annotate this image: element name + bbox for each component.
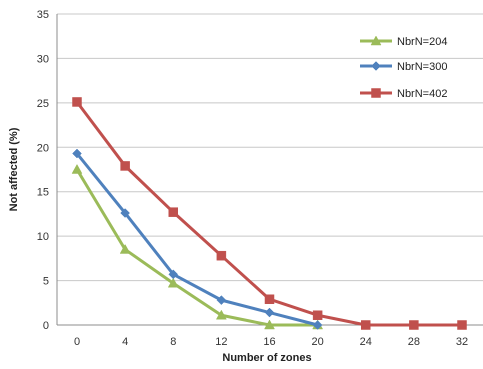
x-tick-label: 12 [215, 336, 227, 348]
y-tick-label: 25 [37, 98, 49, 110]
y-tick-label: 0 [43, 320, 49, 332]
data-point [409, 320, 419, 330]
y-tick-label: 20 [37, 142, 49, 154]
data-point [264, 319, 275, 330]
data-point [168, 269, 179, 280]
data-point [120, 208, 130, 218]
data-point [72, 148, 82, 159]
legend-swatch-marker [370, 35, 382, 46]
series-NbrN=300 [72, 148, 323, 330]
data-point [168, 207, 178, 217]
data-point [167, 277, 179, 288]
series-line [75, 152, 319, 327]
y-tick-label: 10 [37, 231, 49, 243]
x-tick-label: 32 [456, 336, 468, 348]
y-tick-label: 5 [43, 276, 49, 288]
x-tick-label: 20 [312, 336, 324, 348]
x-tick-label: 24 [360, 336, 372, 348]
data-point [361, 320, 371, 330]
y-tick-label: 15 [37, 187, 49, 199]
data-point [264, 307, 275, 318]
data-point [216, 250, 227, 261]
x-tick-label: 16 [263, 336, 275, 348]
data-point [457, 320, 467, 330]
data-point [119, 243, 131, 254]
x-tick-label: 8 [170, 336, 176, 348]
legend-swatch-marker [371, 61, 381, 71]
y-tick-label: 30 [37, 53, 49, 65]
legend-label: NbrN=204 [397, 36, 447, 48]
y-axis-ticks: 0 5 10 15 20 25 30 35 [37, 9, 49, 332]
series-NbrN=402 [72, 97, 467, 330]
data-point [215, 309, 227, 320]
legend-item: NbrN=402 [360, 88, 447, 100]
series-group [71, 97, 467, 330]
x-axis-label: Number of zones [222, 352, 311, 364]
data-point [312, 320, 323, 330]
legend-label: NbrN=402 [397, 88, 447, 100]
legend-label: NbrN=300 [397, 61, 447, 73]
x-tick-label: 0 [74, 336, 80, 348]
x-tick-label: 28 [408, 336, 420, 348]
data-point [72, 97, 82, 107]
data-point [120, 161, 130, 171]
legend-swatch-marker [371, 88, 381, 98]
data-point [71, 163, 83, 174]
data-point [216, 295, 227, 305]
legend-item: NbrN=204 [360, 35, 447, 48]
legend-item: NbrN=300 [360, 61, 447, 73]
x-tick-label: 4 [122, 336, 128, 348]
legend: NbrN=204 NbrN=300 NbrN=402 [360, 35, 447, 100]
x-axis-ticks: 0 4 8 12 16 20 24 28 32 [74, 336, 468, 348]
data-point [264, 294, 275, 304]
y-tick-label: 35 [37, 9, 49, 21]
data-point [312, 310, 323, 320]
y-axis-label: Not affected (%) [8, 127, 20, 211]
series-line [75, 168, 318, 327]
series-line [75, 101, 462, 327]
